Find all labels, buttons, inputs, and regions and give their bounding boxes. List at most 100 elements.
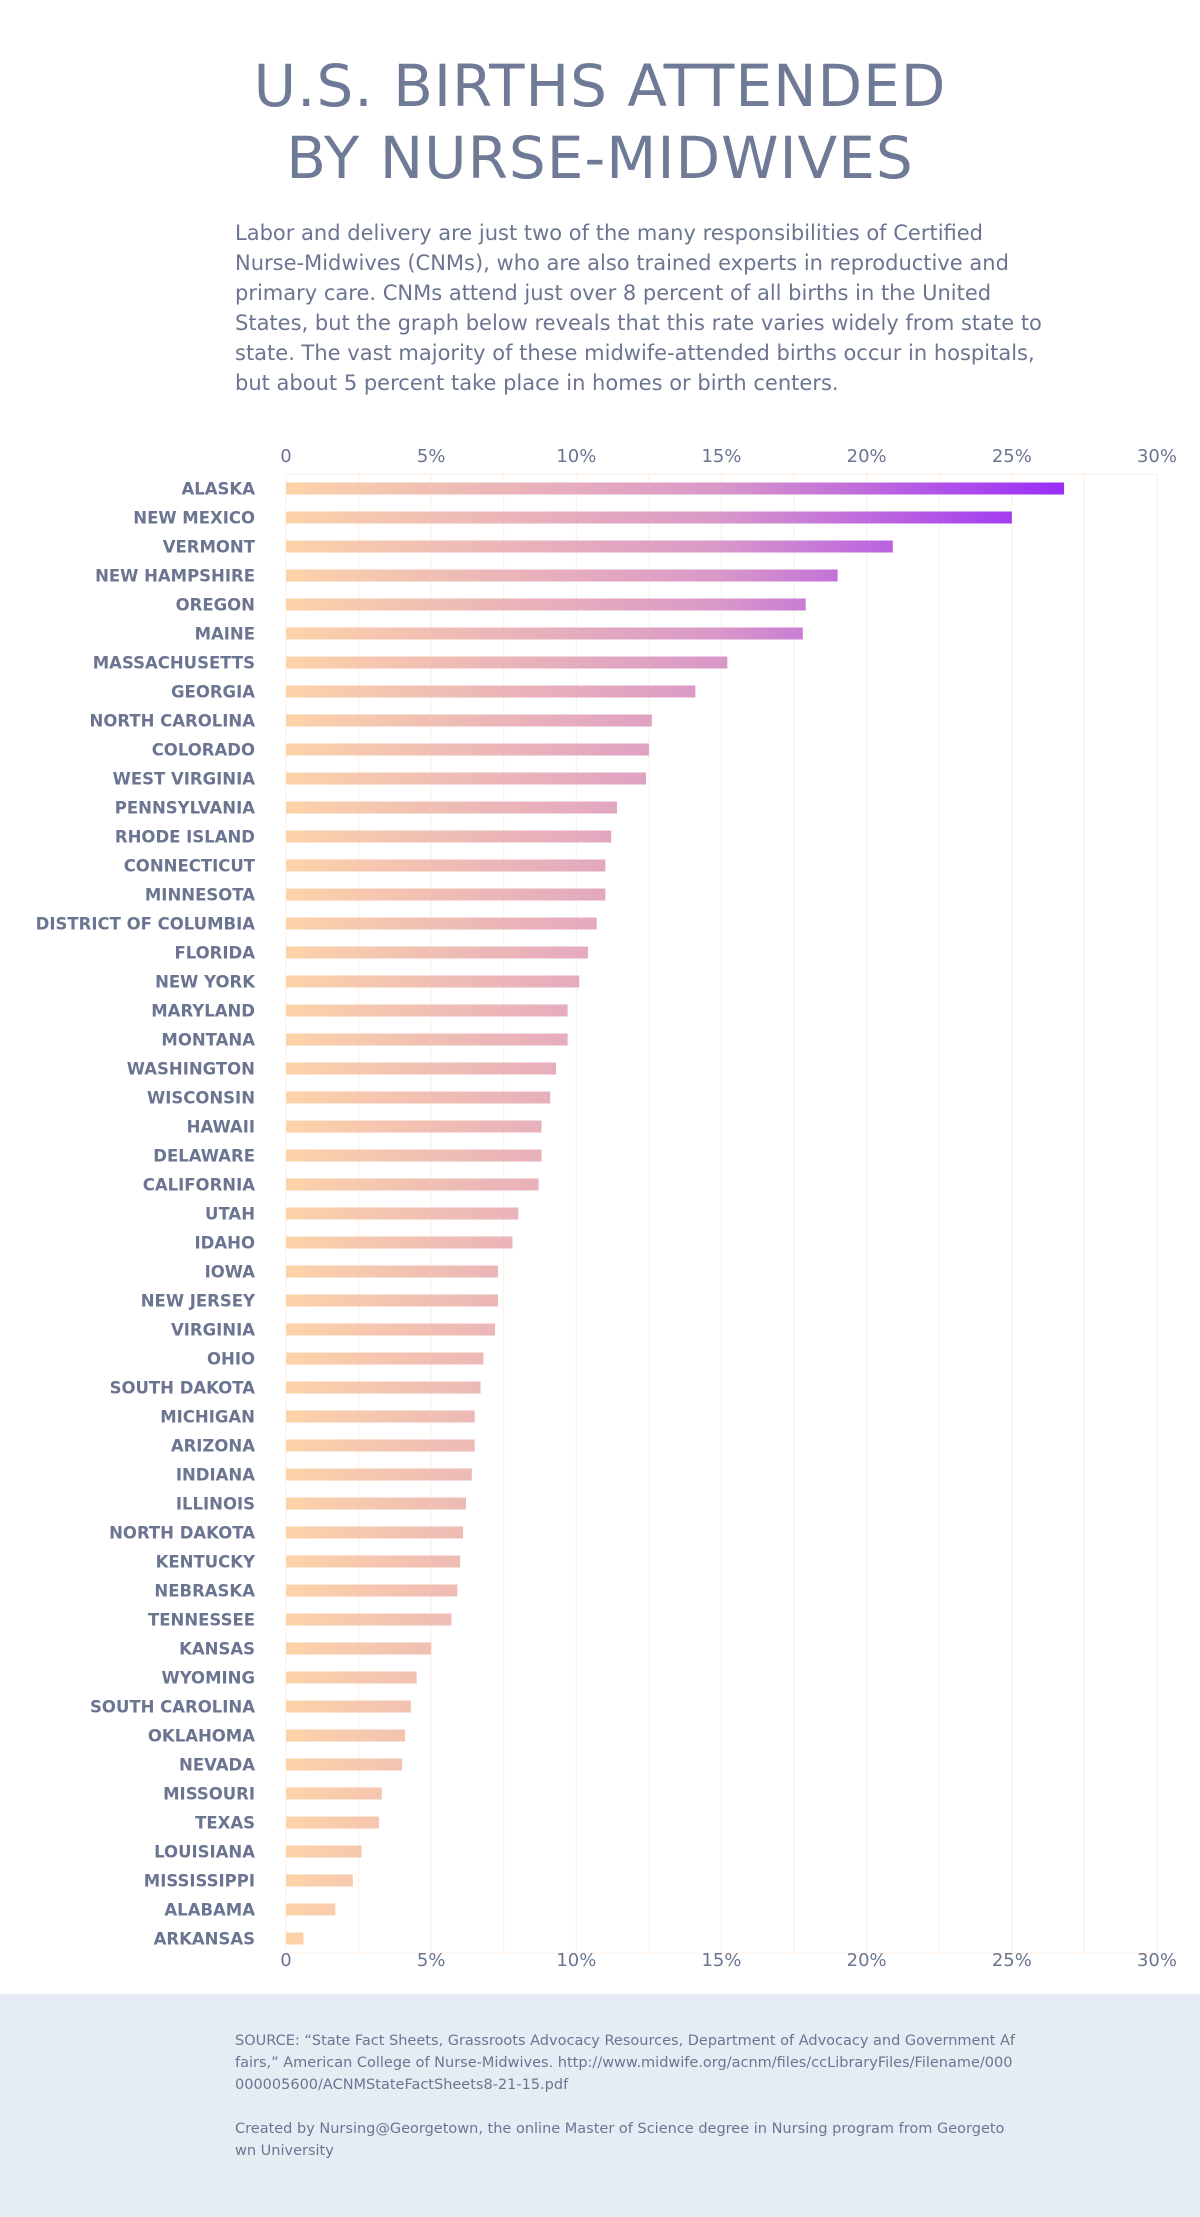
category-label: TEXAS <box>195 1814 255 1833</box>
category-label: NEW HAMPSHIRE <box>95 567 255 586</box>
bar <box>286 1903 336 1916</box>
credit-note: Created by Nursing@Georgetown, the onlin… <box>235 2121 1005 2159</box>
category-label: OREGON <box>176 596 255 615</box>
category-label: OHIO <box>207 1350 255 1369</box>
x-tick-label: 25% <box>992 1950 1032 1971</box>
category-label: FLORIDA <box>174 944 255 963</box>
title-line-2: BY NURSE-MIDWIVES <box>286 124 914 192</box>
bar <box>286 1526 464 1539</box>
category-label: INDIANA <box>176 1466 255 1485</box>
bar <box>286 1816 379 1829</box>
bar <box>286 1004 568 1017</box>
bar <box>286 1555 461 1568</box>
bar <box>286 946 588 959</box>
category-label: DELAWARE <box>153 1147 255 1166</box>
category-label: IOWA <box>205 1263 256 1282</box>
bar <box>286 1178 539 1191</box>
category-label: HAWAII <box>187 1118 255 1137</box>
bar <box>286 1091 551 1104</box>
category-label: NEBRASKA <box>154 1582 255 1601</box>
x-tick-label: 0 <box>280 1950 291 1971</box>
category-label: NORTH CAROLINA <box>90 712 256 731</box>
category-label: MARYLAND <box>151 1002 255 1021</box>
bar <box>286 772 647 785</box>
bar <box>286 1700 411 1713</box>
category-label: WEST VIRGINIA <box>113 770 256 789</box>
bar <box>286 1584 458 1597</box>
category-label: WASHINGTON <box>127 1060 255 1079</box>
category-label: NORTH DAKOTA <box>109 1524 255 1543</box>
category-label: WISCONSIN <box>147 1089 255 1108</box>
x-tick-label: 10% <box>556 446 596 467</box>
page-title: U.S. BIRTHS ATTENDED BY NURSE-MIDWIVES <box>0 50 1200 194</box>
bar <box>286 1323 496 1336</box>
x-tick-label: 30% <box>1137 1950 1177 1971</box>
x-tick-label: 30% <box>1137 446 1177 467</box>
x-tick-label: 15% <box>701 1950 741 1971</box>
bar <box>286 1758 403 1771</box>
category-labels: ALASKA NEW MEXICO VERMONT NEW HAMPSHIRE OREG… <box>36 480 257 1949</box>
category-label: MISSOURI <box>163 1785 255 1804</box>
category-label: VERMONT <box>163 538 256 557</box>
category-label: SOUTH CAROLINA <box>90 1698 255 1717</box>
x-tick-label: 20% <box>847 1950 887 1971</box>
bar <box>286 801 617 814</box>
bar <box>286 1120 542 1133</box>
bar <box>286 511 1012 524</box>
bar <box>286 1352 484 1365</box>
bar <box>286 627 803 640</box>
bar <box>286 1062 557 1075</box>
bar <box>286 1671 417 1684</box>
category-label: NEW YORK <box>155 973 256 992</box>
bar-chart: ALASKA NEW MEXICO VERMONT NEW HAMPSHIRE OREG… <box>36 446 1177 1971</box>
bar <box>286 1613 452 1626</box>
category-label: NEVADA <box>179 1756 255 1775</box>
category-label: NEW JERSEY <box>141 1292 256 1311</box>
bar <box>286 1410 475 1423</box>
axis-ticks: 0 0 5% 5% 10% 10% 15% 15% 20% 20% 25% 25% 30% 30% <box>280 446 1177 1971</box>
intro-paragraph: Labor and delivery are just two of the m… <box>235 221 1042 395</box>
bar <box>286 743 649 756</box>
x-tick-label: 0 <box>280 446 291 467</box>
category-label: PENNSYLVANIA <box>115 799 255 818</box>
bar <box>286 917 597 930</box>
bar <box>286 888 606 901</box>
footer: SOURCE: “State Fact Sheets, Grassroots A… <box>0 1994 1200 2217</box>
bar <box>286 1497 467 1510</box>
category-label: GEORGIA <box>171 683 255 702</box>
category-label: VIRGINIA <box>171 1321 255 1340</box>
bar <box>286 714 652 727</box>
category-label: CONNECTICUT <box>124 857 256 876</box>
category-label: NEW MEXICO <box>133 509 255 528</box>
bar <box>286 1729 406 1742</box>
category-label: MISSISSIPPI <box>144 1872 255 1891</box>
bar <box>286 1149 542 1162</box>
bar <box>286 1932 304 1945</box>
bar <box>286 569 838 582</box>
bar <box>286 1381 481 1394</box>
category-label: ALASKA <box>182 480 256 499</box>
category-label: CALIFORNIA <box>143 1176 255 1195</box>
bar <box>286 656 728 669</box>
category-label: TENNESSEE <box>148 1611 255 1630</box>
category-label: MASSACHUSETTS <box>93 654 255 673</box>
x-tick-label: 5% <box>417 1950 446 1971</box>
category-label: MONTANA <box>161 1031 255 1050</box>
category-label: DISTRICT OF COLUMBIA <box>36 915 256 934</box>
bar <box>286 1439 475 1452</box>
bar <box>286 1468 472 1481</box>
bar <box>286 1874 353 1887</box>
source-note: SOURCE: “State Fact Sheets, Grassroots A… <box>235 2033 1015 2093</box>
bar <box>286 859 606 872</box>
category-label: ARKANSAS <box>154 1930 255 1949</box>
bar <box>286 1236 513 1249</box>
category-label: WYOMING <box>162 1669 256 1688</box>
category-label: COLORADO <box>152 741 255 760</box>
category-label: KENTUCKY <box>156 1553 256 1572</box>
bar <box>286 1265 498 1278</box>
bar <box>286 482 1065 495</box>
category-label: ARIZONA <box>171 1437 255 1456</box>
bar <box>286 975 580 988</box>
bar <box>286 1642 432 1655</box>
x-tick-label: 10% <box>556 1950 596 1971</box>
